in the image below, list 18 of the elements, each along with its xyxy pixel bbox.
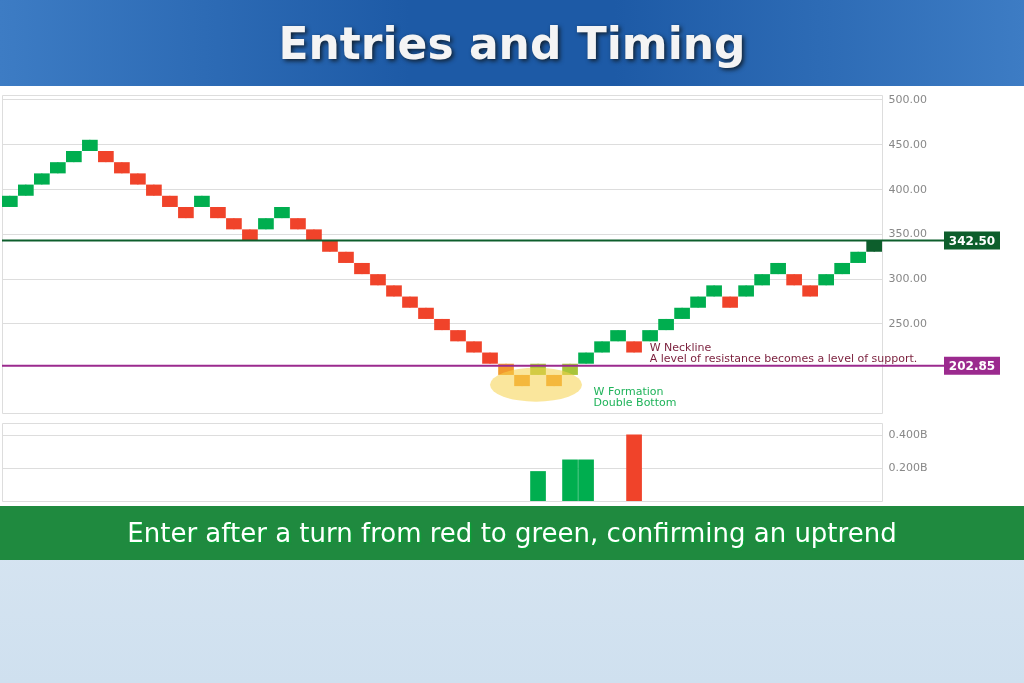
y-tick-label: 350.00 — [888, 227, 927, 241]
y-tick-label: 450.00 — [888, 137, 927, 151]
bar — [626, 434, 642, 501]
y-tick-label: 0.400B — [888, 428, 928, 442]
ref-line-label: 342.50 — [948, 233, 996, 248]
ref-line-label: 202.85 — [948, 358, 996, 373]
annotation: Double Bottom — [593, 395, 677, 409]
bar — [530, 471, 546, 501]
y-tick-label: 400.00 — [888, 182, 927, 196]
chart-title: Entries and Timing — [278, 17, 746, 69]
y-tick-label: 250.00 — [888, 316, 927, 330]
y-tick-label: 300.00 — [888, 272, 927, 286]
annotation: A level of resistance becomes a level of support. — [649, 351, 918, 365]
y-tick-label: 0.200B — [888, 461, 928, 475]
y-tick-label: 500.00 — [888, 92, 927, 106]
annotation: W Formation — [593, 384, 664, 398]
text: Enter after a turn from red to green, confirming an uptrend — [0, 506, 1024, 560]
annotation: W Neckline — [649, 340, 712, 354]
